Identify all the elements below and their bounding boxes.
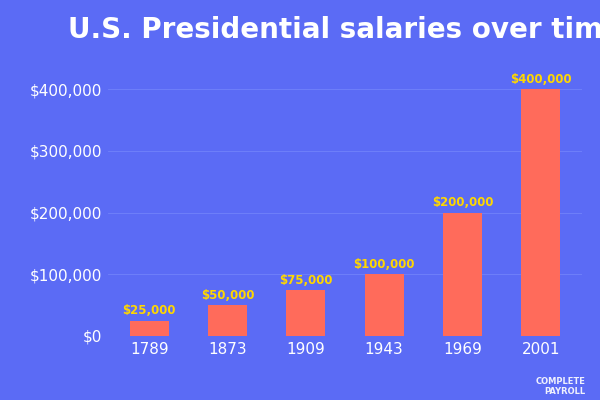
Bar — [521, 89, 560, 336]
Bar — [286, 290, 325, 336]
Text: $400,000: $400,000 — [510, 73, 572, 86]
Text: COMPLETE
PAYROLL: COMPLETE PAYROLL — [535, 377, 585, 396]
Text: $50,000: $50,000 — [201, 289, 254, 302]
Text: $200,000: $200,000 — [432, 196, 493, 210]
Bar — [208, 305, 247, 336]
Bar — [130, 320, 169, 336]
Bar — [443, 212, 482, 336]
Text: $25,000: $25,000 — [122, 304, 176, 318]
Title: U.S. Presidential salaries over time: U.S. Presidential salaries over time — [68, 16, 600, 44]
Text: $100,000: $100,000 — [353, 258, 415, 271]
Bar — [365, 274, 404, 336]
Text: $75,000: $75,000 — [279, 274, 332, 287]
